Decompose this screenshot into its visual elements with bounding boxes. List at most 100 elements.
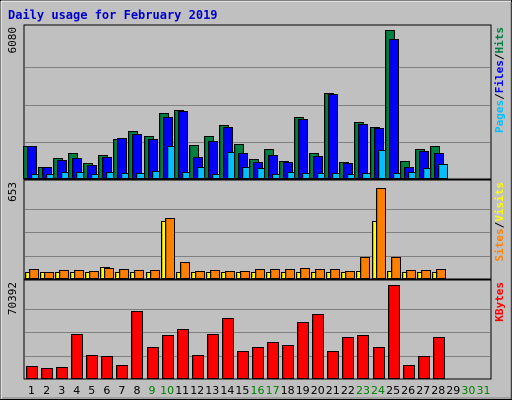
bar-sites-day-4 — [74, 270, 84, 279]
day-axis-labels: 1 2 3 4 5 6 7 8 9 10 11 12 13 14 15 16 17 18 19 20 21 22 23 24 2… — [28, 384, 491, 397]
bar-kbytes-day-25 — [388, 285, 400, 379]
bar-sites-day-6 — [104, 268, 114, 279]
day-label-19: 19 — [296, 384, 310, 397]
bar-sites-day-11 — [180, 262, 190, 279]
bar-kbytes-day-16 — [252, 347, 264, 379]
legend-entry: Files — [493, 60, 506, 93]
bar-kbytes-day-17 — [267, 342, 279, 379]
bar-sites-day-25 — [391, 257, 401, 279]
bar-kbytes-day-5 — [86, 355, 98, 379]
day-label-24: 24 — [371, 384, 385, 397]
day-label-11: 11 — [175, 384, 189, 397]
bar-kbytes-day-7 — [116, 365, 128, 379]
day-label-12: 12 — [190, 384, 204, 397]
panel-max-label: 6080 — [6, 27, 19, 54]
legend-entry: Hits — [493, 27, 506, 54]
legend-entry: / — [493, 221, 506, 228]
bar-sites-day-15 — [240, 271, 250, 279]
day-label-27: 27 — [416, 384, 430, 397]
bar-sites-day-10 — [165, 218, 175, 279]
day-label-7: 7 — [118, 384, 125, 397]
day-label-17: 17 — [266, 384, 280, 397]
day-label-3: 3 — [58, 384, 65, 397]
day-label-14: 14 — [220, 384, 234, 397]
bar-kbytes-day-27 — [418, 356, 430, 379]
bar-sites-day-9 — [150, 270, 160, 279]
bar-kbytes-day-18 — [282, 345, 294, 379]
bar-kbytes-day-2 — [41, 368, 53, 379]
bar-sites-day-16 — [255, 269, 265, 279]
bar-sites-day-3 — [59, 270, 69, 279]
day-label-23: 23 — [356, 384, 370, 397]
panel-visits-sites: 653 Sites/Visits — [6, 179, 506, 280]
day-label-9: 9 — [149, 384, 156, 397]
legend-entry: Sites — [493, 228, 506, 261]
bar-kbytes-day-23 — [357, 335, 369, 379]
day-label-1: 1 — [28, 384, 35, 397]
day-label-26: 26 — [401, 384, 415, 397]
panel-legend-label: Pages/Files/Hits — [493, 27, 506, 133]
bar-sites-day-23 — [360, 257, 370, 279]
panel-max-label: 70392 — [6, 282, 19, 315]
bar-sites-day-18 — [285, 269, 295, 279]
bar-kbytes-day-19 — [297, 322, 309, 379]
bar-sites-day-7 — [119, 269, 129, 279]
bar-sites-day-21 — [330, 269, 340, 279]
bar-sites-day-20 — [315, 269, 325, 279]
bar-kbytes-day-13 — [207, 334, 219, 379]
bar-sites-day-17 — [270, 269, 280, 279]
bar-sites-day-1 — [29, 269, 39, 279]
day-label-18: 18 — [281, 384, 295, 397]
panel-legend-label: Sites/Visits — [493, 182, 506, 262]
bar-kbytes-day-26 — [403, 365, 415, 379]
day-label-29: 29 — [446, 384, 460, 397]
bar-sites-day-2 — [44, 272, 54, 279]
bar-sites-day-24 — [376, 188, 386, 279]
bar-kbytes-day-28 — [433, 337, 445, 379]
bar-kbytes-day-20 — [312, 314, 324, 379]
day-label-30: 30 — [461, 384, 475, 397]
day-label-10: 10 — [160, 384, 174, 397]
bar-sites-day-8 — [134, 270, 144, 279]
chart-panels: 6080Pages/Files/Hits653Sites/Visits70392… — [6, 24, 506, 380]
day-label-22: 22 — [341, 384, 355, 397]
bar-kbytes-day-6 — [101, 356, 113, 379]
day-label-6: 6 — [103, 384, 110, 397]
bar-kbytes-day-1 — [26, 366, 38, 379]
bar-kbytes-day-9 — [147, 347, 159, 379]
day-label-5: 5 — [88, 384, 95, 397]
bar-kbytes-day-15 — [237, 351, 249, 379]
panel-kbytes: 70392 KBytes — [6, 279, 506, 380]
day-label-25: 25 — [386, 384, 400, 397]
bar-kbytes-day-11 — [177, 329, 189, 379]
bar-sites-day-27 — [421, 270, 431, 279]
day-label-13: 13 — [205, 384, 219, 397]
day-label-28: 28 — [431, 384, 445, 397]
bar-pages-day-28 — [438, 164, 448, 179]
bar-sites-day-5 — [89, 271, 99, 279]
day-label-16: 16 — [251, 384, 265, 397]
day-label-31: 31 — [477, 384, 491, 397]
bar-kbytes-day-22 — [342, 337, 354, 379]
legend-entry: Pages — [493, 100, 506, 133]
bar-sites-day-13 — [210, 270, 220, 279]
bar-kbytes-day-21 — [327, 351, 339, 379]
bar-kbytes-day-12 — [192, 355, 204, 379]
legend-entry: / — [493, 53, 506, 60]
legend-entry: Visits — [493, 182, 506, 222]
legend-entry: KBytes — [493, 282, 506, 322]
day-label-20: 20 — [311, 384, 325, 397]
day-label-4: 4 — [73, 384, 80, 397]
bar-sites-day-19 — [300, 268, 310, 279]
bar-kbytes-day-3 — [56, 367, 68, 379]
panel-legend-label: KBytes — [493, 282, 506, 322]
bar-sites-day-12 — [195, 271, 205, 279]
chart-title: Daily usage for February 2019 — [8, 8, 218, 22]
bar-sites-day-22 — [345, 271, 355, 279]
panel-max-label: 653 — [6, 182, 19, 202]
bar-sites-day-26 — [406, 270, 416, 279]
day-label-21: 21 — [326, 384, 340, 397]
